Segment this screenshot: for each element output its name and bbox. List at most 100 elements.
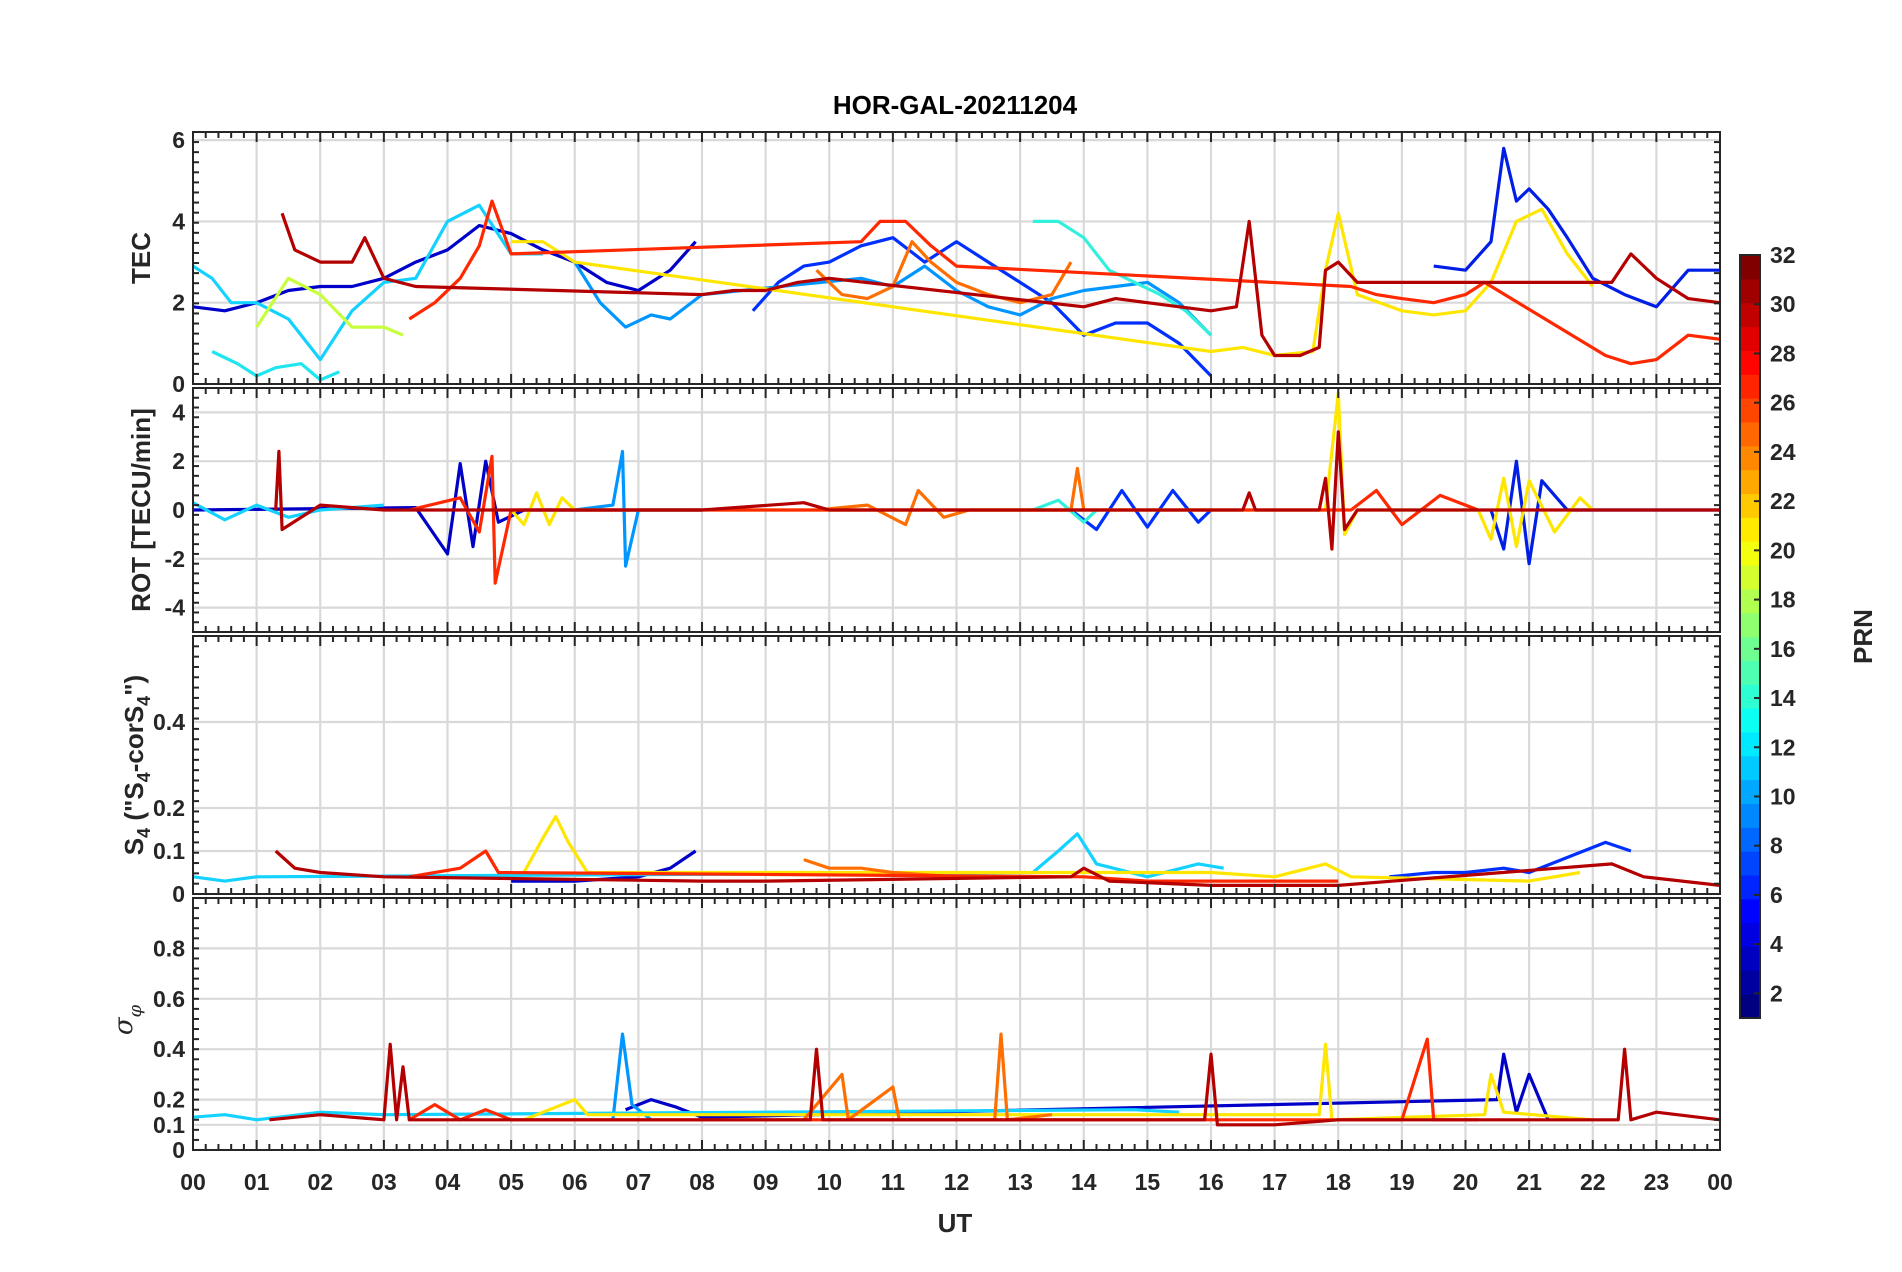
colorbar-segment — [1740, 874, 1760, 900]
series-line-prn-21 — [523, 1042, 1593, 1122]
panel-TEC: 0 2 4 6 TEC — [126, 127, 1721, 397]
colorbar-segment — [1740, 374, 1760, 399]
colorbar-tick-label: 8 — [1770, 833, 1783, 859]
colorbar-segment — [1740, 803, 1760, 828]
colorbar-tick-label: 20 — [1770, 537, 1796, 563]
x-tick-label: 13 — [1007, 1169, 1033, 1195]
colorbar-segment — [1740, 755, 1760, 781]
series-line-prn-5 — [1389, 840, 1632, 879]
y-axis-label: S4 ("S4-corS4") — [119, 675, 154, 855]
series-line-prn-4 — [1433, 146, 1720, 309]
panel-sigma_phi: 00.10.2 0.4 0.6 0.8 σφ — [109, 897, 1721, 1163]
y-tick-label: 4 — [172, 208, 185, 234]
y-tick-label: -4 — [165, 595, 186, 621]
x-tick-label: 23 — [1644, 1169, 1670, 1195]
y-axis-label: σφ — [109, 1004, 146, 1035]
panel-S4: 0 0.1 0.2 0.4S4 ("S4-corS4") — [119, 635, 1721, 907]
x-tick-label: 17 — [1262, 1169, 1288, 1195]
colorbar-tick-label: 28 — [1770, 340, 1796, 366]
series-group — [193, 391, 1720, 585]
x-tick-label: 05 — [498, 1169, 524, 1195]
series-line-prn-5 — [1070, 488, 1213, 532]
series-line-prn-12 — [193, 203, 543, 362]
colorbar-segment — [1740, 612, 1760, 638]
y-tick-label: 0.4 — [153, 709, 185, 735]
colorbar-segment — [1740, 851, 1760, 876]
y-tick-label: 0 — [172, 497, 185, 523]
colorbar-tick-label: 10 — [1770, 783, 1796, 809]
y-tick-label: 6 — [172, 127, 185, 153]
series-line-prn-31 — [280, 212, 1720, 358]
y-tick-label: 0.1 — [153, 838, 185, 864]
x-tick-label: 10 — [816, 1169, 842, 1195]
colorbar-segment — [1740, 660, 1760, 685]
colorbar-segment — [1740, 541, 1760, 566]
colorbar-segment — [1740, 326, 1760, 351]
y-tick-label: 0 — [172, 1137, 185, 1163]
x-axis-label: UT — [938, 1208, 973, 1238]
colorbar-segment — [1740, 350, 1760, 375]
x-tick-label: 19 — [1389, 1169, 1415, 1195]
colorbar-tick-label: 16 — [1770, 636, 1796, 662]
series-line-prn-12 — [193, 501, 385, 522]
panel-ROT: -4 -2 0 2 4 ROT [TECU/min] — [126, 387, 1721, 633]
series-line-prn-31 — [274, 849, 1720, 887]
colorbar-segment — [1740, 302, 1760, 328]
x-tick-label: 01 — [244, 1169, 270, 1195]
x-tick-label: 02 — [307, 1169, 333, 1195]
colorbar-tick-label: 26 — [1770, 390, 1796, 416]
colorbar-segment — [1740, 493, 1760, 518]
colorbar-tick-label: 4 — [1770, 931, 1783, 957]
series-line-prn-9 — [573, 261, 1213, 337]
colorbar-segment — [1740, 731, 1760, 757]
y-tick-label: 0.2 — [153, 795, 185, 821]
x-tick-label: 11 — [881, 1169, 906, 1195]
series-line-prn-12 — [193, 1108, 1180, 1122]
colorbar-tick-label: 24 — [1770, 439, 1796, 465]
x-tick-label: 04 — [435, 1169, 461, 1195]
colorbar-segment — [1740, 469, 1760, 495]
x-tick-label: 00 — [180, 1169, 206, 1195]
y-tick-label: 0.8 — [153, 935, 185, 961]
y-tick-label: 0.1 — [153, 1112, 185, 1138]
x-tick-label: 20 — [1453, 1169, 1479, 1195]
x-tick-label: 14 — [1071, 1169, 1097, 1195]
series-line-prn-2 — [511, 849, 697, 883]
colorbar-segment — [1740, 946, 1760, 971]
colorbar-segment — [1740, 708, 1760, 733]
colorbar-segment — [1740, 922, 1760, 948]
colorbar-tick-label: 2 — [1770, 980, 1783, 1006]
y-tick-label: 0.6 — [153, 986, 185, 1012]
series-line-prn-5 — [751, 236, 1213, 378]
x-tick-label: 22 — [1580, 1169, 1606, 1195]
colorbar-tick-label: 18 — [1770, 587, 1796, 613]
y-axis-label: ROT [TECU/min] — [126, 408, 156, 612]
series-group — [193, 1032, 1720, 1127]
series-line-prn-31 — [274, 430, 1720, 551]
colorbar-tick-label: 12 — [1770, 734, 1796, 760]
colorbar-segment — [1740, 278, 1760, 304]
x-tick-label: 07 — [626, 1169, 652, 1195]
colorbar-tick-label: 22 — [1770, 488, 1796, 514]
colorbar-segment — [1740, 994, 1760, 1019]
y-tick-label: -2 — [165, 546, 185, 572]
colorbar-segment — [1740, 421, 1760, 447]
colorbar-tick-label: 14 — [1770, 685, 1796, 711]
x-tick-label: 21 — [1516, 1169, 1542, 1195]
colorbar-segment — [1740, 588, 1760, 614]
y-tick-label: 0.4 — [153, 1036, 185, 1062]
colorbar-tick-label: 30 — [1770, 291, 1796, 317]
x-tick-label: 16 — [1198, 1169, 1224, 1195]
series-line-prn-2 — [625, 1052, 1550, 1121]
series-group — [193, 815, 1720, 887]
y-tick-label: 0 — [172, 371, 185, 397]
colorbar-segment — [1740, 564, 1760, 590]
colorbar-segment — [1740, 970, 1760, 995]
x-tick-label: 09 — [753, 1169, 779, 1195]
series-line-prn-31 — [269, 1042, 1720, 1127]
y-axis-label: TEC — [126, 232, 156, 284]
y-tick-label: 4 — [172, 399, 185, 425]
